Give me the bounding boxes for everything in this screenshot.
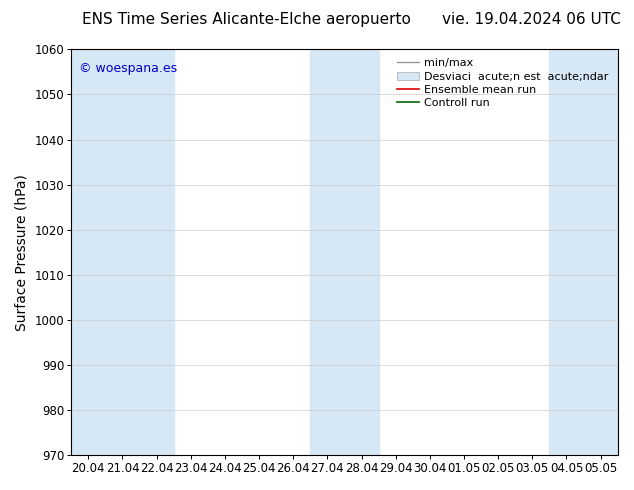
Text: © woespana.es: © woespana.es xyxy=(79,62,178,74)
Text: ENS Time Series Alicante-Elche aeropuerto: ENS Time Series Alicante-Elche aeropuert… xyxy=(82,12,411,27)
Legend: min/max, Desviaci  acute;n est  acute;ndar, Ensemble mean run, Controll run: min/max, Desviaci acute;n est acute;ndar… xyxy=(393,55,612,112)
Text: vie. 19.04.2024 06 UTC: vie. 19.04.2024 06 UTC xyxy=(443,12,621,27)
Y-axis label: Surface Pressure (hPa): Surface Pressure (hPa) xyxy=(15,174,29,331)
Bar xyxy=(71,49,174,455)
Bar xyxy=(550,49,618,455)
Bar xyxy=(310,49,378,455)
